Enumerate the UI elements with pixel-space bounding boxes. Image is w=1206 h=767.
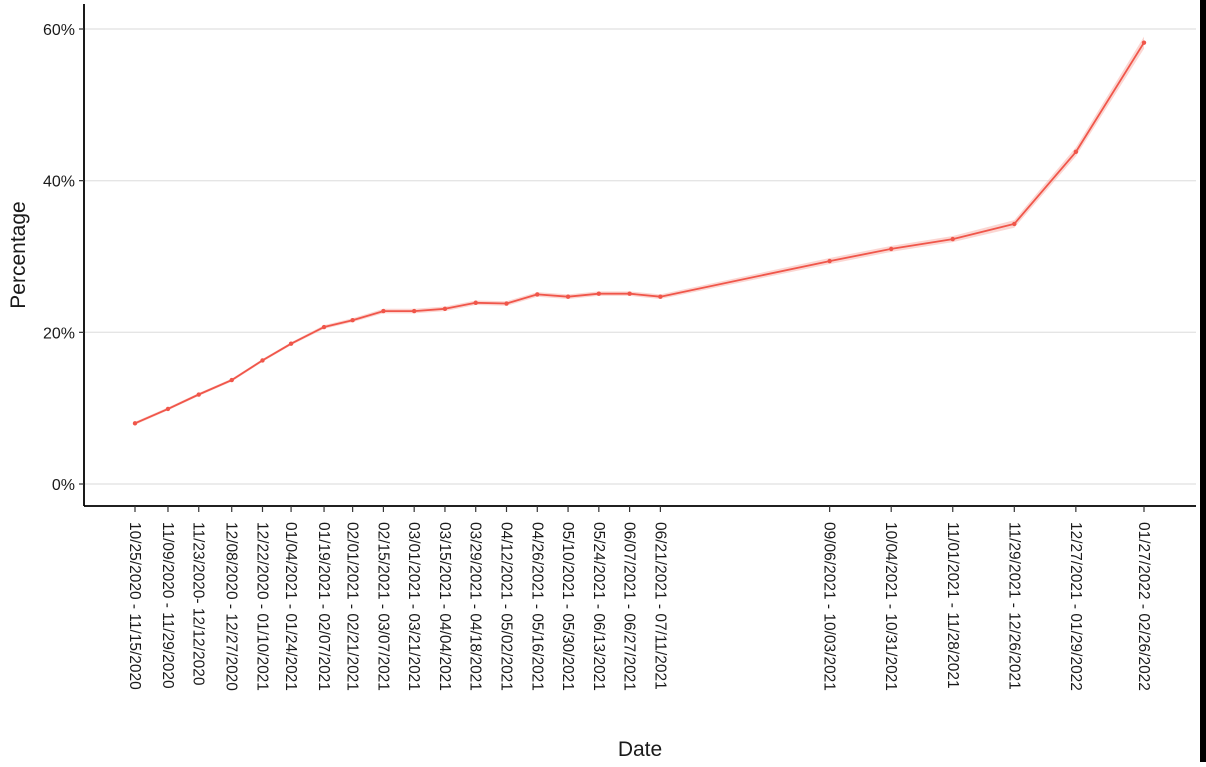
x-tick-label: 12/08/2020 - 12/27/2020 — [223, 522, 240, 691]
x-tick-label: 03/29/2021 - 04/18/2021 — [467, 522, 484, 691]
x-axis-title: Date — [618, 738, 662, 761]
x-tick-label: 12/27/2021 - 01/29/2022 — [1067, 522, 1084, 691]
x-tick-label: 04/26/2021 - 05/16/2021 — [528, 522, 545, 691]
x-tick-label: 11/01/2021 - 11/28/2021 — [944, 522, 961, 689]
data-point — [1012, 221, 1017, 227]
x-tick-label: 10/04/2021 - 10/31/2021 — [882, 522, 899, 691]
data-point — [350, 318, 355, 323]
axes — [83, 4, 1196, 507]
data-points-layer — [132, 40, 1147, 426]
y-axis-title: Percentage — [7, 201, 30, 308]
y-tick-label: 0% — [52, 477, 75, 494]
series-line — [134, 42, 1145, 425]
x-tick-label: 02/01/2021 - 02/21/2021 — [344, 522, 361, 691]
data-point — [473, 300, 478, 305]
y-tick-label: 60% — [43, 22, 75, 39]
x-tick-label: 01/04/2021 - 01/24/2021 — [282, 522, 299, 691]
x-tick-label: 10/25/2020 - 11/15/2020 — [126, 522, 143, 690]
x-tick-label: 02/15/2021 - 03/07/2021 — [374, 522, 391, 691]
x-tick-label: 04/12/2021 - 05/02/2021 — [498, 522, 515, 691]
x-tick-label: 01/27/2022 - 02/26/2022 — [1135, 522, 1152, 691]
data-point — [889, 246, 894, 252]
x-tick-label: 06/07/2021 - 06/27/2021 — [621, 522, 638, 691]
data-point — [950, 236, 955, 242]
data-point — [381, 308, 386, 314]
x-tick-label: 12/22/2020 - 01/10/2021 — [254, 522, 271, 691]
y-tick-label: 20% — [43, 325, 75, 342]
x-tick-label: 03/01/2021 - 03/21/2021 — [405, 522, 422, 691]
data-point — [260, 358, 265, 363]
x-tick-label: 05/24/2021 - 06/13/2021 — [590, 522, 607, 691]
x-tick-label: 11/29/2021 - 12/26/2021 — [1005, 522, 1022, 690]
data-point — [627, 291, 632, 296]
y-tick-label: 40% — [43, 174, 75, 191]
x-tick-label: 05/10/2021 - 05/30/2021 — [559, 522, 576, 691]
data-point — [596, 291, 602, 296]
y-axis-ticks: 0% 20% 40% 60% — [43, 22, 84, 494]
data-point — [165, 406, 171, 412]
data-point — [1073, 149, 1079, 155]
data-point — [321, 324, 327, 330]
data-point — [535, 292, 540, 297]
data-point — [196, 392, 201, 397]
gridlines — [84, 28, 1196, 485]
confidence-band — [135, 36, 1144, 425]
data-point — [411, 308, 417, 314]
data-point — [658, 294, 663, 299]
data-point — [504, 301, 509, 306]
x-tick-label: 01/19/2021 - 02/07/2021 — [315, 522, 332, 691]
x-tick-label: 11/09/2020 - 11/29/2020 — [159, 522, 176, 689]
x-axis-ticks: 10/25/2020 - 11/15/2020 11/09/2020 - 11/2… — [126, 506, 1152, 691]
data-point — [1141, 40, 1147, 45]
series-line-layer — [134, 42, 1145, 425]
data-point — [565, 294, 571, 299]
data-point — [288, 341, 294, 346]
x-tick-label: 06/21/2021 - 07/11/2021 — [651, 522, 668, 690]
data-point — [442, 306, 448, 312]
data-point — [132, 421, 138, 426]
data-point — [827, 258, 832, 264]
window-edge — [1200, 0, 1206, 762]
x-tick-label: 03/15/2021 - 04/04/2021 — [436, 522, 453, 691]
confidence-band-layer — [135, 36, 1144, 425]
x-tick-label: 09/06/2021 - 10/03/2021 — [821, 522, 838, 691]
x-tick-label: 11/23/2020- 12/12/2020 — [190, 522, 207, 686]
data-point — [229, 377, 234, 383]
